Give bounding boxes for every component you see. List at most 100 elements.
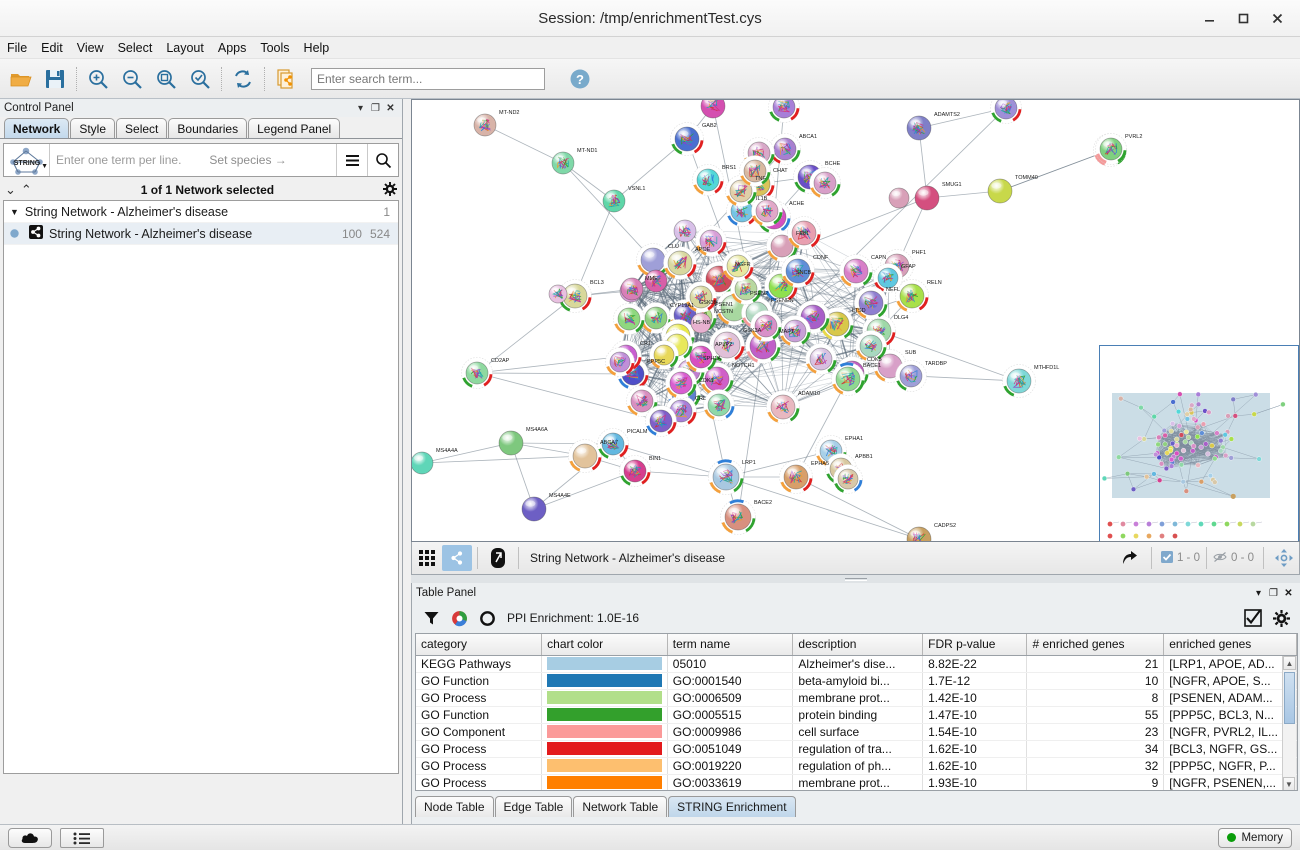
donut-ring-icon[interactable] xyxy=(473,610,501,627)
hidden-nodes-counter[interactable]: 0 - 0 xyxy=(1209,551,1258,566)
network-view-canvas[interactable]: MT-ND2 MT-ND1 VSNL1 CD2AP MS4A4A MS4A6A MS4A4E… xyxy=(411,99,1300,542)
maximize-button[interactable] xyxy=(1226,4,1260,34)
menu-select[interactable]: Select xyxy=(117,40,153,55)
menu-layout[interactable]: Layout xyxy=(166,40,204,55)
network-graph-svg[interactable] xyxy=(412,100,1299,541)
tab-string-enrichment[interactable]: STRING Enrichment xyxy=(668,796,796,817)
network-node[interactable] xyxy=(766,390,800,424)
expand-all-icon[interactable]: ⌃ xyxy=(20,182,32,197)
network-node[interactable] xyxy=(673,219,697,243)
network-tree-root[interactable]: ▼ String Network - Alzheimer's disease 1 xyxy=(4,201,398,223)
task-list-icon[interactable] xyxy=(60,827,104,848)
col-fdr-pvalue[interactable]: FDR p-value xyxy=(922,634,1028,656)
zoom-fit-icon[interactable] xyxy=(149,62,183,96)
network-node[interactable] xyxy=(722,250,754,282)
col-enriched-gene-count[interactable]: # enriched genes xyxy=(1026,634,1165,656)
network-node[interactable] xyxy=(636,243,670,277)
network-node[interactable] xyxy=(708,459,744,495)
network-node[interactable] xyxy=(551,151,575,175)
annotation-icon[interactable] xyxy=(483,545,513,571)
network-node[interactable] xyxy=(779,460,813,494)
tab-select[interactable]: Select xyxy=(116,118,168,138)
gear-icon[interactable] xyxy=(383,181,397,199)
network-node[interactable] xyxy=(690,312,712,334)
network-node[interactable] xyxy=(888,187,910,209)
network-node[interactable] xyxy=(670,122,704,156)
network-node[interactable] xyxy=(839,254,873,288)
network-node[interactable] xyxy=(473,113,497,137)
network-node[interactable] xyxy=(833,464,863,494)
table-panel-dropdown-icon[interactable]: ▾ xyxy=(1255,587,1262,599)
col-chart-color[interactable]: chart color xyxy=(541,634,668,656)
network-node[interactable] xyxy=(597,428,629,460)
enrichment-table[interactable]: category chart color term name descripti… xyxy=(415,633,1298,791)
tab-legend-panel[interactable]: Legend Panel xyxy=(248,118,341,138)
table-panel-close-icon[interactable]: ✕ xyxy=(1284,587,1293,599)
open-folder-icon[interactable] xyxy=(4,62,38,96)
network-share-icon[interactable] xyxy=(442,545,472,571)
scroll-up-arrow-icon[interactable]: ▲ xyxy=(1283,656,1296,670)
grid-layout-icon[interactable] xyxy=(412,545,442,571)
col-category[interactable]: category xyxy=(416,634,543,656)
network-node[interactable] xyxy=(855,330,887,362)
network-node[interactable] xyxy=(831,362,865,396)
network-node[interactable] xyxy=(665,367,697,399)
network-node[interactable] xyxy=(854,286,888,320)
network-node[interactable] xyxy=(498,430,524,456)
menu-edit[interactable]: Edit xyxy=(41,40,63,55)
network-node[interactable] xyxy=(663,246,697,280)
network-node[interactable] xyxy=(640,302,672,334)
network-node[interactable] xyxy=(739,155,771,187)
network-node[interactable] xyxy=(700,100,726,119)
search-icon[interactable] xyxy=(367,144,398,176)
hamburger-icon[interactable] xyxy=(336,144,367,176)
collapse-all-icon[interactable]: ⌄ xyxy=(5,182,16,197)
fit-content-icon[interactable] xyxy=(1269,545,1299,571)
network-node[interactable] xyxy=(906,526,932,541)
horizontal-splitter[interactable] xyxy=(411,575,1300,583)
menu-tools[interactable]: Tools xyxy=(260,40,290,55)
network-node[interactable] xyxy=(787,216,821,250)
save-icon[interactable] xyxy=(38,62,72,96)
network-node[interactable] xyxy=(692,164,724,196)
network-node[interactable] xyxy=(412,451,434,475)
network-node[interactable] xyxy=(1002,364,1036,398)
col-enriched-genes[interactable]: enriched genes xyxy=(1163,634,1297,656)
table-row[interactable]: GO Process GO:0051049 regulation of tra...… xyxy=(416,740,1297,758)
network-node[interactable] xyxy=(809,167,841,199)
network-node[interactable] xyxy=(461,357,493,389)
menu-file[interactable]: File xyxy=(7,40,28,55)
table-panel-float-icon[interactable]: ❐ xyxy=(1269,587,1278,599)
network-node[interactable] xyxy=(751,195,783,227)
panel-dropdown-icon[interactable]: ▾ xyxy=(357,102,364,114)
export-network-icon[interactable] xyxy=(269,62,303,96)
network-node[interactable] xyxy=(750,310,782,342)
search-input[interactable]: Enter search term... xyxy=(311,67,545,90)
funnel-filter-icon[interactable] xyxy=(417,610,445,627)
network-node[interactable] xyxy=(620,277,644,301)
zoom-selected-icon[interactable] xyxy=(183,62,217,96)
cloud-icon[interactable] xyxy=(8,827,52,848)
table-row[interactable]: GO Component GO:0009986 cell surface 1.54E-… xyxy=(416,723,1297,741)
tab-style[interactable]: Style xyxy=(70,118,116,138)
scrollbar-thumb[interactable] xyxy=(1284,672,1295,724)
network-node[interactable] xyxy=(605,347,635,377)
network-node[interactable] xyxy=(720,499,756,535)
string-query-input[interactable]: Enter one term per line. Set species → xyxy=(50,144,336,176)
network-node[interactable] xyxy=(695,225,727,257)
network-node[interactable] xyxy=(568,439,602,473)
network-nodes[interactable] xyxy=(412,100,1127,541)
network-node[interactable] xyxy=(914,185,940,211)
network-node[interactable] xyxy=(895,360,927,392)
menu-apps[interactable]: Apps xyxy=(217,40,247,55)
panel-close-icon[interactable]: ✕ xyxy=(386,102,395,114)
col-description[interactable]: description xyxy=(792,634,924,656)
table-row[interactable]: GO Process GO:0019220 regulation of ph... 1… xyxy=(416,757,1297,775)
tab-edge-table[interactable]: Edge Table xyxy=(494,796,573,817)
network-node[interactable] xyxy=(906,115,932,141)
network-node[interactable] xyxy=(990,100,1022,124)
network-tree-item[interactable]: String Network - Alzheimer's disease 100… xyxy=(4,223,398,245)
pie-chart-icon[interactable] xyxy=(445,610,473,627)
zoom-out-icon[interactable] xyxy=(115,62,149,96)
network-node[interactable] xyxy=(613,303,645,335)
